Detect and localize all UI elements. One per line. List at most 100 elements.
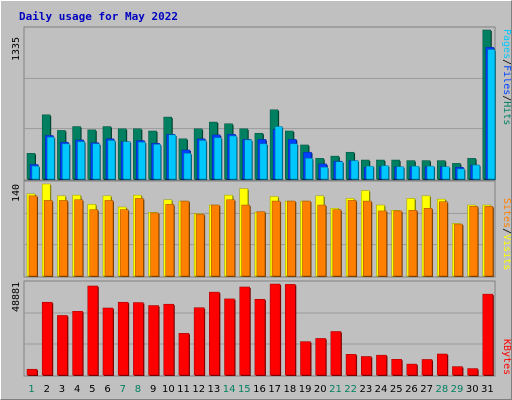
day-label: 15 [238, 384, 251, 395]
pages-bar [138, 141, 146, 180]
day-label: 13 [208, 384, 221, 395]
pages-bar [168, 134, 176, 180]
kbytes-bar [178, 333, 190, 376]
sites-bar [241, 204, 250, 277]
pages-bar [411, 165, 420, 180]
kbytes-bar [315, 338, 326, 376]
sites-bar [484, 206, 494, 277]
pages-bar [214, 137, 222, 180]
pages-bar [487, 49, 496, 180]
kbytes-bar [482, 293, 494, 376]
sites-bar [423, 208, 433, 277]
day-label: 14 [223, 384, 236, 395]
sites-bar [104, 200, 114, 277]
pages-bar [426, 165, 435, 180]
sites-bar [469, 206, 478, 277]
kbytes-bar [254, 298, 266, 376]
bars [26, 29, 496, 376]
day-label: 24 [375, 384, 388, 395]
day-label: 22 [344, 384, 357, 395]
day-label: 19 [299, 384, 312, 395]
day-label: 9 [150, 384, 156, 395]
sites-bar [363, 200, 372, 277]
kbytes-bar [421, 359, 433, 376]
day-label: 17 [268, 384, 281, 395]
kbytes-bar [436, 353, 448, 376]
kbytes-bar [102, 307, 114, 376]
day-label: 27 [420, 384, 433, 395]
kbytes-bar [57, 315, 68, 376]
legend-kbytes: KBytes [501, 339, 511, 375]
pages-bar [457, 168, 465, 180]
sites-bar [180, 200, 190, 277]
kbytes-bar [193, 307, 205, 376]
pages-bar [122, 141, 131, 180]
pages-bar [62, 143, 70, 180]
sites-bar [271, 200, 281, 277]
kbytes-bar [133, 302, 144, 376]
sites-bar [226, 199, 235, 277]
day-label: 11 [177, 384, 190, 395]
kbytes-bar [452, 366, 463, 376]
kbytes-bar [376, 354, 387, 376]
legend-sites: Sites [501, 198, 511, 228]
day-label: 28 [435, 384, 448, 395]
legend-hits-files-pages: Pages/Files/Hits [501, 29, 511, 125]
pages-bar [396, 166, 404, 180]
sites-bar [43, 200, 53, 277]
pages-bar [259, 143, 268, 180]
kbytes-bar [163, 303, 174, 376]
sites-bar [74, 199, 83, 277]
sites-bar [195, 213, 205, 277]
sites-bar [332, 209, 342, 277]
day-label: 7 [120, 384, 126, 395]
kbytes-bar [26, 368, 38, 376]
sites-bar [211, 204, 220, 277]
pages-bar [472, 164, 480, 180]
kbytes-bar [87, 285, 99, 376]
day-label: 5 [89, 384, 95, 395]
sites-bar [256, 211, 266, 277]
pages-bar [305, 158, 313, 180]
day-label: 21 [329, 384, 342, 395]
pages-bar [274, 126, 283, 180]
kbytes-bar [41, 301, 53, 376]
pages-bar [92, 143, 101, 180]
sites-bar [59, 200, 68, 277]
sites-bar [119, 209, 129, 277]
sites-bar [347, 200, 357, 277]
pages-bar [107, 140, 116, 180]
legend-sep-2: / [501, 95, 511, 101]
pages-bar [46, 136, 55, 180]
pages-bar [335, 161, 344, 180]
sites-bar [438, 201, 448, 277]
pages-bar [229, 135, 237, 180]
day-label: 30 [466, 384, 479, 395]
legend-pages: Pages [501, 29, 511, 59]
y-max-hits-label: 1335 [11, 37, 22, 61]
sites-bar [165, 204, 174, 277]
sites-bar [454, 223, 463, 277]
day-label: 29 [451, 384, 464, 395]
day-label: 12 [192, 384, 205, 395]
sites-bar [89, 209, 99, 277]
day-label: 26 [405, 384, 418, 395]
sites-bar [317, 204, 326, 277]
pages-bar [183, 153, 192, 180]
day-label: 20 [314, 384, 327, 395]
sites-bar [302, 200, 311, 277]
sites-bar [287, 200, 296, 277]
day-label: 16 [253, 384, 266, 395]
kbytes-bar [345, 354, 357, 376]
legend-sites-visits: Sites/Visits [501, 198, 511, 270]
kbytes-bar [269, 283, 281, 376]
kbytes-bar [239, 286, 250, 376]
legend-sep-1: / [501, 59, 511, 65]
day-label: 2 [44, 384, 50, 395]
pages-bar [244, 139, 252, 180]
pages-bar [381, 165, 389, 180]
sites-bar [150, 212, 159, 277]
pages-bar [320, 167, 328, 180]
